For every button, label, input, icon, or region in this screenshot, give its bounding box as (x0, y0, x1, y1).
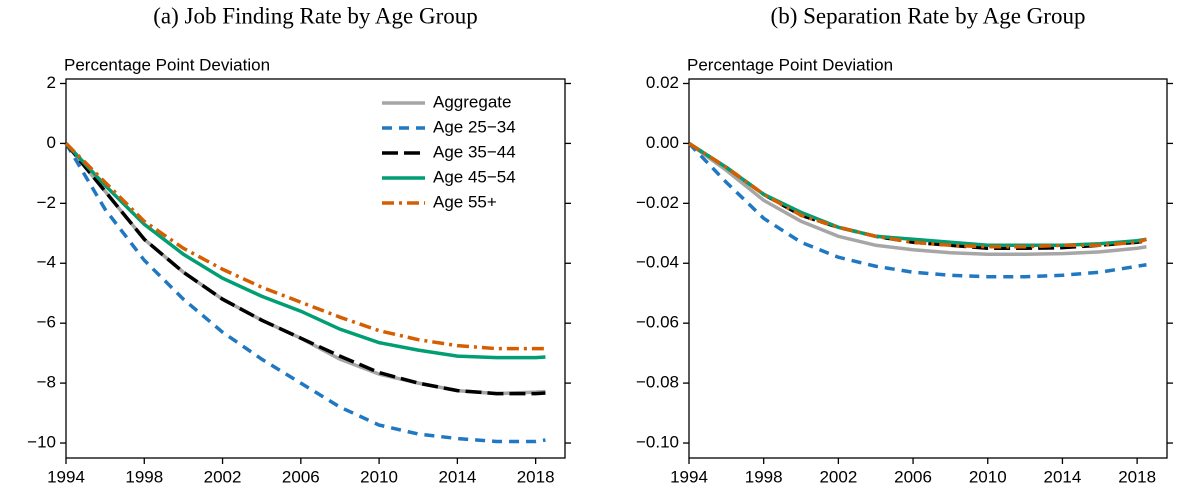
x-tick-label: 2018 (517, 467, 555, 486)
x-tick-label: 2006 (282, 467, 320, 486)
y-tick-label: −0.10 (636, 433, 679, 452)
series-line (64, 142, 546, 360)
legend-label: Age 45−54 (433, 167, 516, 186)
x-tick-label: 2006 (894, 467, 932, 486)
legend-label: Age 55+ (433, 192, 497, 211)
y-axis-label: Percentage Point Deviation (687, 55, 893, 74)
x-tick-label: 2014 (438, 467, 476, 486)
y-tick-label: −0.08 (636, 373, 679, 392)
series-line (687, 142, 1147, 257)
series-line (64, 142, 546, 444)
y-tick-label: −0.06 (636, 313, 679, 332)
y-tick-label: −4 (37, 253, 56, 272)
x-tick-label: 2002 (819, 467, 857, 486)
plot-frame (688, 78, 1168, 459)
y-tick-label: 0.00 (646, 133, 679, 152)
series-line (687, 142, 1147, 279)
chart-title: (a) Job Finding Rate by Age Group (153, 3, 478, 28)
x-tick-label: 1998 (745, 467, 783, 486)
plot-frame (65, 78, 566, 459)
legend-label: Age 35−44 (433, 142, 516, 161)
x-tick-label: 2014 (1044, 467, 1082, 486)
y-tick-label: 2 (47, 73, 56, 92)
series-line (688, 141, 1147, 249)
y-axis-label: Percentage Point Deviation (64, 55, 270, 74)
y-tick-label: −2 (37, 193, 56, 212)
x-tick-label: 2010 (360, 467, 398, 486)
chart-title: (b) Separation Rate by Age Group (771, 3, 1086, 28)
y-tick-label: 0 (47, 133, 56, 152)
y-tick-label: −0.04 (636, 253, 679, 272)
x-tick-label: 2010 (969, 467, 1007, 486)
series-line (64, 142, 546, 351)
series-line (64, 142, 546, 396)
x-tick-label: 2002 (204, 467, 242, 486)
y-tick-label: −6 (37, 313, 56, 332)
x-tick-label: 1994 (670, 467, 708, 486)
legend-label: Aggregate (433, 92, 511, 111)
x-tick-label: 1998 (125, 467, 163, 486)
legend-label: Age 25−34 (433, 117, 516, 136)
y-tick-label: 0.02 (646, 73, 679, 92)
y-tick-label: −8 (37, 373, 56, 392)
x-tick-label: 1994 (47, 467, 85, 486)
y-tick-label: −10 (27, 433, 56, 452)
x-tick-label: 2018 (1118, 467, 1156, 486)
y-tick-label: −0.02 (636, 193, 679, 212)
